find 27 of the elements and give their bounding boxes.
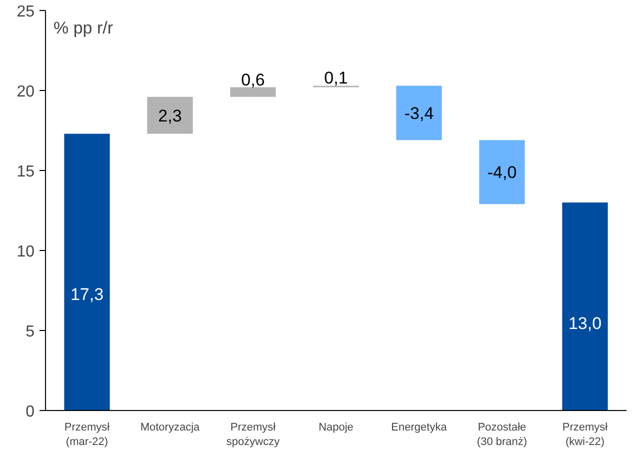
data-label: -4,0	[487, 163, 517, 182]
bar	[147, 96, 193, 134]
bar	[396, 86, 442, 140]
y-tick-label: 15	[16, 164, 35, 180]
bar	[562, 202, 608, 410]
bar	[230, 87, 276, 97]
y-tick-label: 25	[16, 4, 35, 20]
data-label: 2,3	[158, 106, 182, 126]
data-label: 0,1	[324, 68, 348, 88]
bar	[479, 140, 525, 204]
data-label: 0,6	[241, 70, 265, 90]
y-axis-title: % pp r/r	[54, 18, 114, 38]
x-tick-label: Motoryzacja	[140, 422, 201, 434]
data-label: -3,4	[404, 104, 434, 123]
bar	[64, 134, 110, 410]
y-tick-label: 5	[26, 324, 35, 340]
y-tick-label: 0	[26, 404, 35, 420]
y-tick-label: 10	[16, 244, 35, 260]
x-tick-label: Pozostałe (30 branż)	[476, 422, 528, 448]
x-tick-label: Przemysł (mar-22)	[64, 422, 110, 448]
data-label: 13,0	[568, 314, 602, 334]
y-tick-label: 20	[16, 84, 35, 100]
x-tick-label: Przemysł spożywczy	[226, 422, 280, 448]
data-label: 17,3	[70, 285, 104, 304]
x-tick-label: Energetyka	[391, 422, 448, 434]
x-tick-label: Przemysł (kwi-22)	[562, 422, 608, 448]
x-tick-label: Napoje	[318, 422, 354, 434]
